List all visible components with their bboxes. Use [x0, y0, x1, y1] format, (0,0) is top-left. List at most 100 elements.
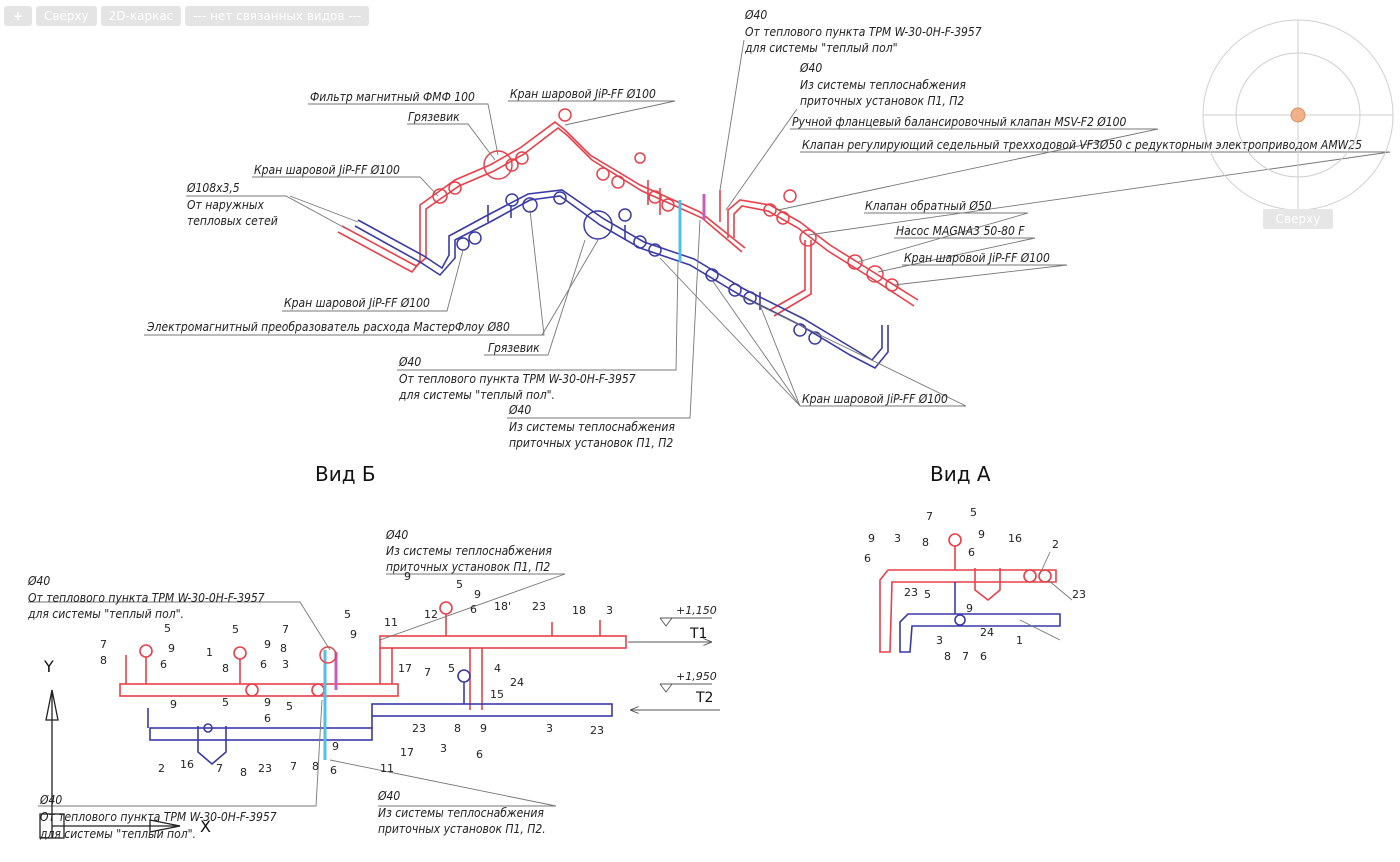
callout-number: 9	[978, 528, 985, 541]
callout-number: 8	[240, 766, 247, 779]
callout-number: 17	[400, 746, 414, 759]
iso-text: Ø108x3,5 От наружных тепловых сетей Кран…	[146, 8, 1362, 450]
view-direction-button[interactable]: Сверху	[36, 6, 97, 26]
callout-number: 23	[590, 724, 604, 737]
callout-number: 9	[264, 696, 271, 709]
viewcube-label[interactable]: Сверху	[1263, 209, 1333, 229]
linked-views-button[interactable]: --- нет связанных видов ---	[185, 6, 370, 26]
callout-number: 5	[924, 588, 931, 601]
level-1: +1,150	[676, 604, 717, 617]
label-t2: Т2	[695, 690, 713, 706]
callout-number: 8	[944, 650, 951, 663]
callout-number: 9	[168, 642, 175, 655]
callout-number: 1	[206, 646, 213, 659]
view-b: Вид Б	[27, 462, 720, 841]
vb-from-trm-2: для системы "теплый пол".	[27, 607, 184, 621]
callout-number: 7	[216, 762, 223, 775]
label-from-trm-1: От теплового пункта ТРМ W-30-0Н-F-3957	[399, 372, 636, 386]
isometric-view: Ø108x3,5 От наружных тепловых сетей Кран…	[144, 8, 1391, 450]
callout-number: 9	[350, 628, 357, 641]
label-valve-3: Кран шаровой JiP-FF Ø100	[284, 296, 430, 310]
label-from-trm-2: для системы "теплый пол".	[398, 388, 555, 402]
callout-number: 9	[264, 638, 271, 651]
vb-d40-3: Ø40	[377, 789, 400, 803]
callout-number: 2	[158, 762, 165, 775]
callout-number: 7	[962, 650, 969, 663]
iso-leaders	[144, 39, 1391, 419]
callout-number: 9	[404, 570, 411, 583]
callout-number: 7	[290, 760, 297, 773]
view-b-title: Вид Б	[315, 462, 376, 486]
callout-number: 5	[448, 662, 455, 675]
callout-number: 6	[980, 650, 987, 663]
callout-number: 18'	[494, 600, 511, 613]
ucs-icon	[39, 689, 181, 839]
label-from-trm-4: для системы "теплый пол"	[744, 41, 898, 55]
callout-number: 8	[312, 760, 319, 773]
viewport-menu-button[interactable]: +	[4, 6, 32, 26]
callout-number: 6	[476, 748, 483, 761]
label-check-valve: Клапан обратный Ø50	[865, 199, 992, 213]
callout-number: 9	[170, 698, 177, 711]
callout-number: 7	[100, 638, 107, 651]
callout-number: 6	[968, 546, 975, 559]
callout-number: 7	[926, 510, 933, 523]
callout-number: 8	[222, 662, 229, 675]
callout-number: 3	[606, 604, 613, 617]
callout-number: 5	[344, 608, 351, 621]
callout-number: 8	[100, 654, 107, 667]
callout-number: 23	[258, 762, 272, 775]
callout-number: 18	[572, 604, 586, 617]
label-pump: Насос MAGNA3 50-80 F	[896, 224, 1025, 238]
callout-number: 3	[440, 742, 447, 755]
label-t1: Т1	[689, 626, 707, 642]
visual-style-button[interactable]: 2D-каркас	[100, 6, 182, 26]
vb-from-trm-4: для системы "теплый пол".	[39, 827, 196, 841]
callout-number: 3	[546, 722, 553, 735]
callout-number: 11	[384, 616, 398, 629]
label-manual-valve: Ручной фланцевый балансировочный клапан …	[792, 115, 1126, 129]
callout-number: 16	[180, 758, 194, 771]
view-b-leaders	[28, 573, 566, 807]
callout-number: 24	[980, 626, 994, 639]
label-from-sys-2: приточных установок П1, П2	[509, 436, 673, 450]
callout-number: 8	[280, 642, 287, 655]
callout-number: 6	[264, 712, 271, 725]
iso-fittings-blue	[456, 191, 822, 345]
callout-number: 16	[1008, 532, 1022, 545]
label-valve-4: Кран шаровой JiP-FF Ø100	[904, 251, 1050, 265]
label-mud-1: Грязевик	[408, 110, 460, 124]
callout-number: 7	[424, 666, 431, 679]
label-d40-2: Ø40	[508, 403, 531, 417]
view-a-leaders	[1019, 551, 1073, 641]
ucs-x-label: X	[200, 817, 211, 836]
vb-d40-1: Ø40	[27, 574, 50, 588]
callout-number: 9	[332, 740, 339, 753]
callout-number: 5	[456, 578, 463, 591]
callout-number: 5	[970, 506, 977, 519]
viewcube-compass[interactable]	[1202, 19, 1394, 211]
view-b-supply	[119, 601, 627, 710]
label-valve-1: Кран шаровой JiP-FF Ø100	[254, 163, 400, 177]
callout-number: 9	[480, 722, 487, 735]
callout-number: 23	[904, 586, 918, 599]
view-a-supply	[879, 533, 1057, 653]
callout-number: 23	[1072, 588, 1086, 601]
label-from-trm-3: От теплового пункта ТРМ W-30-0Н-F-3957	[745, 25, 982, 39]
callout-number: 1	[1016, 634, 1023, 647]
callout-number: 15	[490, 688, 504, 701]
label-outer-1: От наружных	[187, 198, 264, 212]
callout-number: 3	[894, 532, 901, 545]
vb-d40-2: Ø40	[385, 528, 408, 542]
vb-d40-4: Ø40	[39, 793, 62, 807]
label-em-converter: Электромагнитный преобразователь расхода…	[146, 320, 510, 334]
view-b-return	[147, 669, 613, 766]
callout-number: 5	[164, 622, 171, 635]
callout-number: 8	[922, 536, 929, 549]
callout-number: 5	[286, 700, 293, 713]
label-d40-1: Ø40	[398, 355, 421, 369]
label-d40-3: Ø40	[744, 8, 767, 22]
